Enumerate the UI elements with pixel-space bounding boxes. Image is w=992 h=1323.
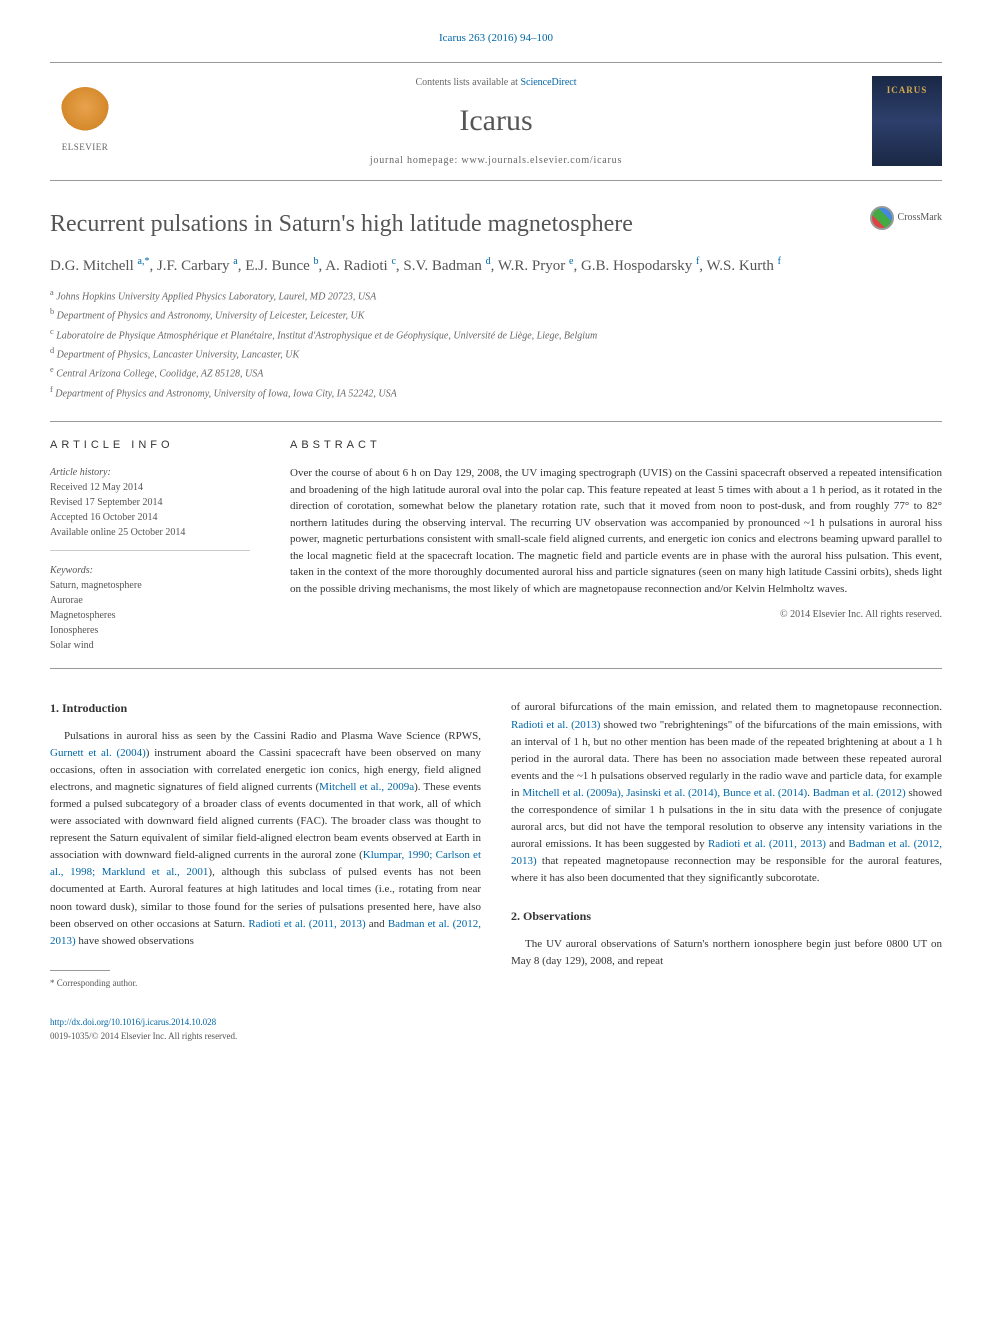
contents-line: Contents lists available at ScienceDirec… [120,75,872,90]
corresponding-author-footnote: * Corresponding author. [50,977,481,991]
history-online: Available online 25 October 2014 [50,525,250,540]
article-info-column: ARTICLE INFO Article history: Received 1… [50,437,250,654]
history-accepted: Accepted 16 October 2014 [50,510,250,525]
affiliation: b Department of Physics and Astronomy, U… [50,306,942,323]
homepage-line: journal homepage: www.journals.elsevier.… [120,153,872,168]
journal-name: Icarus [120,98,872,143]
publisher-logo: ELSEVIER [50,81,120,161]
crossmark-badge[interactable]: CrossMark [870,206,942,230]
body-columns: 1. Introduction Pulsations in auroral hi… [50,699,942,1043]
keyword-item: Solar wind [50,638,250,653]
keyword-item: Magnetospheres [50,608,250,623]
journal-cover-thumb: ICARUS [872,76,942,166]
abstract-column: ABSTRACT Over the course of about 6 h on… [290,437,942,654]
observations-paragraph: The UV auroral observations of Saturn's … [511,936,942,970]
cover-label: ICARUS [887,84,928,98]
affiliation: e Central Arizona College, Coolidge, AZ … [50,364,942,381]
observations-heading: 2. Observations [511,907,942,926]
history-label: Article history: [50,465,250,480]
affiliation: f Department of Physics and Astronomy, U… [50,384,942,401]
homepage-url: www.journals.elsevier.com/icarus [461,155,622,166]
abstract-heading: ABSTRACT [290,437,942,454]
ref-mitchell-jasinski-bunce[interactable]: Mitchell et al. (2009a), Jasinski et al.… [522,787,807,799]
journal-citation: Icarus 263 (2016) 94–100 [50,30,942,47]
crossmark-icon [870,206,894,230]
sciencedirect-link[interactable]: ScienceDirect [520,77,576,88]
body-column-right: of auroral bifurcations of the main emis… [511,699,942,1043]
keywords-block: Keywords: Saturn, magnetosphereAuroraeMa… [50,563,250,653]
ref-radioti-2011-2013[interactable]: Radioti et al. (2011, 2013) [248,918,365,930]
header-center: Contents lists available at ScienceDirec… [120,75,872,168]
affiliations-block: a Johns Hopkins University Applied Physi… [50,287,942,401]
history-received: Received 12 May 2014 [50,480,250,495]
publisher-name: ELSEVIER [62,141,109,155]
keyword-item: Aurorae [50,593,250,608]
footnote-rule [50,970,110,971]
ref-radioti-2013[interactable]: Radioti et al. (2013) [511,719,600,731]
ref-badman-2012[interactable]: Badman et al. (2012) [813,787,906,799]
issn-copyright: 0019-1035/© 2014 Elsevier Inc. All right… [50,1030,481,1044]
info-heading: ARTICLE INFO [50,437,250,454]
affiliation: c Laboratoire de Physique Atmosphérique … [50,326,942,343]
keyword-item: Ionospheres [50,623,250,638]
history-block: Article history: Received 12 May 2014 Re… [50,465,250,551]
doi-link[interactable]: http://dx.doi.org/10.1016/j.icarus.2014.… [50,1017,216,1027]
intro-heading: 1. Introduction [50,699,481,718]
ref-gurnett-2004[interactable]: Gurnett et al. (2004) [50,747,146,759]
ref-radioti-2011-2013-b[interactable]: Radioti et al. (2011, 2013) [708,838,826,850]
ref-mitchell-2009a[interactable]: Mitchell et al., 2009a [319,781,414,793]
keywords-label: Keywords: [50,563,250,578]
journal-header: ELSEVIER Contents lists available at Sci… [50,62,942,181]
article-title: Recurrent pulsations in Saturn's high la… [50,206,633,242]
abstract-copyright: © 2014 Elsevier Inc. All rights reserved… [290,607,942,622]
affiliation: a Johns Hopkins University Applied Physi… [50,287,942,304]
affiliation: d Department of Physics, Lancaster Unive… [50,345,942,362]
bottom-block: http://dx.doi.org/10.1016/j.icarus.2014.… [50,1016,481,1044]
body-column-left: 1. Introduction Pulsations in auroral hi… [50,699,481,1043]
abstract-text: Over the course of about 6 h on Day 129,… [290,465,942,597]
intro-paragraph: Pulsations in auroral hiss as seen by th… [50,728,481,950]
keyword-item: Saturn, magnetosphere [50,578,250,593]
elsevier-tree-icon [60,87,110,137]
intro-paragraph-cont: of auroral bifurcations of the main emis… [511,699,942,887]
authors-line: D.G. Mitchell a,*, J.F. Carbary a, E.J. … [50,254,942,278]
history-revised: Revised 17 September 2014 [50,495,250,510]
